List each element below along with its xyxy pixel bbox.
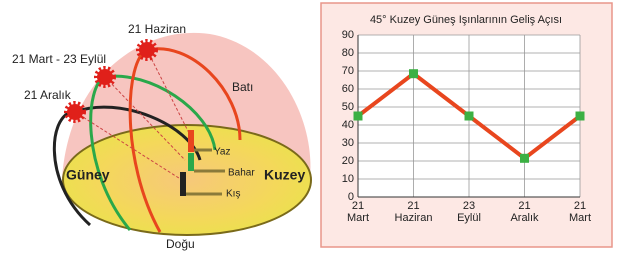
y-tick-label: 60 (342, 83, 354, 95)
x-tick-label: 21 Haziran (384, 200, 444, 224)
page: 21 Haziran 21 Mart - 23 Eylül 21 Aralık … (0, 0, 619, 257)
point (576, 112, 585, 121)
point (520, 154, 529, 163)
point (465, 112, 474, 121)
x-tick-label: 21 Aralık (495, 200, 555, 224)
label: Bahar (228, 168, 255, 179)
diagram: 21 Haziran 21 Mart - 23 Eylül 21 Aralık … (12, 22, 311, 251)
label: Yaz (214, 147, 231, 158)
y-tick-label: 70 (342, 65, 354, 77)
x-tick-label-box: 23 Eylül (439, 200, 499, 228)
label: Kış (226, 189, 240, 200)
point (354, 112, 363, 121)
label: Batı (232, 80, 253, 94)
label: 21 Aralık (24, 88, 72, 102)
x-tick-label-box: 21 Aralık (495, 200, 555, 228)
label: 21 Mart - 23 Eylül (12, 52, 106, 66)
sun (97, 69, 113, 85)
y-tick-label: 90 (342, 29, 354, 41)
x-tick-label-box: 21 Mart (328, 200, 388, 228)
x-tick-label: 21 Mart (328, 200, 388, 224)
x-tick-label: 23 Eylül (439, 200, 499, 224)
shadow-stick (188, 130, 194, 152)
y-tick-label: 10 (342, 173, 354, 185)
shadow-stick (188, 153, 194, 171)
y-tick-label: 50 (342, 101, 354, 113)
x-tick-label-box: 21 Mart (550, 200, 610, 228)
y-tick-label: 40 (342, 119, 354, 131)
y-tick-label: 20 (342, 155, 354, 167)
label: Doğu (166, 237, 195, 251)
label: Kuzey (264, 167, 305, 183)
chart-title: 45° Kuzey Güneş Işınlarının Geliş Açısı (370, 14, 562, 26)
y-tick-label: 80 (342, 47, 354, 59)
sun (67, 104, 83, 120)
x-tick-label: 21 Mart (550, 200, 610, 224)
label: 21 Haziran (128, 22, 186, 36)
y-tick-label: 30 (342, 137, 354, 149)
point (409, 69, 418, 78)
label: Güney (66, 167, 110, 183)
shadow-stick (180, 172, 186, 196)
x-tick-label-box: 21 Haziran (384, 200, 444, 228)
sun (139, 42, 155, 58)
